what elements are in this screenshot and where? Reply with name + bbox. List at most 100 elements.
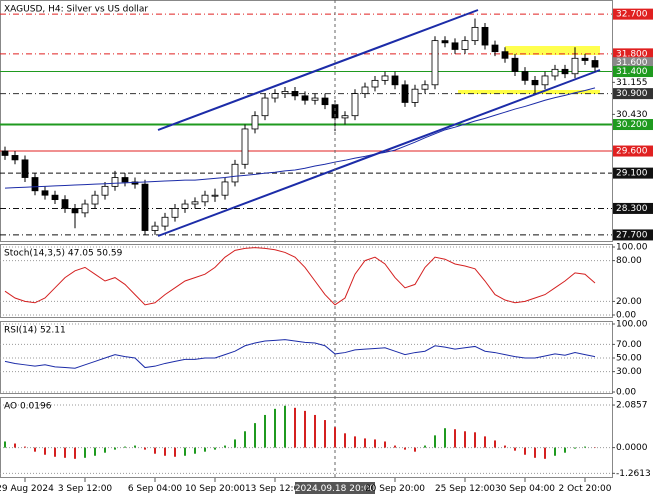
rsi-frame [0, 321, 613, 394]
candle-body [121, 177, 129, 183]
candle-body [181, 203, 189, 209]
level-label: 30.200 [616, 120, 648, 130]
candle-body [101, 185, 109, 196]
x-tick-label: 30 Sep 04:00 [495, 484, 555, 494]
y-tick-label: 31.155 [616, 78, 648, 88]
candle-body [151, 225, 159, 231]
candle-body [481, 26, 489, 46]
candle-body [421, 84, 429, 90]
x-tick-label: 20 Sep 20:00 [365, 484, 425, 494]
candle-body [321, 97, 329, 106]
level-label-box [613, 88, 653, 100]
level-label: 29.100 [616, 169, 648, 179]
x-tick-label: 3 Sep 12:00 [58, 484, 113, 494]
y-tick-label: 30.00 [616, 367, 642, 377]
level-label-box [613, 167, 653, 179]
candle-body [241, 128, 249, 165]
candle-body [91, 194, 99, 205]
candle-body [391, 75, 399, 86]
candle-body [301, 95, 309, 101]
level-label-box [613, 202, 653, 214]
candle-body [41, 190, 49, 196]
candle-body [431, 40, 439, 86]
x-tick-label: 13 Sep 12:00 [245, 484, 305, 494]
candle-body [471, 26, 479, 42]
ao-frame [0, 397, 613, 478]
candle-body [291, 91, 299, 97]
y-tick-label: 100.00 [616, 242, 648, 252]
y-tick-label: 20.00 [616, 297, 642, 307]
candle-body [401, 84, 409, 103]
level-label-box [613, 66, 653, 78]
x-tick-label: 10 Sep 20:00 [185, 484, 245, 494]
level-label-box [613, 119, 653, 131]
candle-body [571, 57, 579, 75]
candle-body [61, 199, 69, 209]
candle-body [231, 163, 239, 183]
candle-body [541, 75, 549, 86]
y-tick-label: 80.00 [616, 256, 642, 266]
candle-body [141, 183, 149, 231]
candle-body [221, 181, 229, 196]
y-tick-label: 0.00 [616, 388, 636, 398]
x-tick-label: 2024.09.18 20:00 [295, 484, 376, 494]
candle-body [511, 57, 519, 72]
x-tick-label: 29 Aug 2024 [0, 484, 54, 494]
panel-title: Stoch(14,3,5) 47.05 50.59 [4, 249, 123, 259]
candle-body [281, 91, 289, 95]
candle-body [251, 115, 259, 130]
candle-body [171, 208, 179, 218]
candle-body [591, 60, 599, 68]
candle-body [441, 40, 449, 44]
candle-body [491, 44, 499, 53]
candle-body [201, 194, 209, 203]
candle-body [271, 93, 279, 99]
x-tick-label: 6 Sep 04:00 [128, 484, 183, 494]
candle-body [31, 177, 39, 192]
candle-body [21, 159, 29, 178]
candle-body [561, 68, 569, 75]
x-tick-label: 25 Sep 12:00 [435, 484, 495, 494]
candle-body [111, 177, 119, 187]
series-line [4, 339, 596, 369]
level-label: 31.800 [616, 49, 648, 59]
level-label-box [613, 145, 653, 157]
candle-body [411, 88, 419, 103]
candle-body [261, 97, 269, 117]
y-tick-label: 0.00 [616, 311, 636, 321]
level-label-box [613, 229, 653, 241]
candle-body [521, 71, 529, 81]
highlight-band [458, 90, 600, 94]
level-label: 32.700 [616, 10, 648, 20]
candle-body [361, 86, 369, 95]
y-tick-label: 30.430 [616, 110, 648, 120]
crosshair-label-box [295, 482, 375, 494]
main-frame [0, 0, 613, 242]
series-line [4, 247, 596, 306]
level-label-box [613, 48, 653, 60]
candle-body [371, 79, 379, 88]
panel-frames [0, 0, 613, 478]
series-line [4, 87, 596, 189]
channel-upper [157, 9, 479, 131]
level-label-box [613, 8, 653, 20]
y-tick-label: 2.0857 [616, 401, 648, 411]
level-label: 31.600 [616, 58, 648, 68]
stoch-frame [0, 244, 613, 318]
level-label-box [613, 57, 653, 69]
level-label: 27.700 [616, 230, 648, 240]
candle-body [311, 97, 319, 101]
candle-body [81, 203, 89, 214]
y-tick-label: -1.2613 [616, 469, 651, 479]
candle-body [211, 194, 219, 197]
candle-body [581, 57, 589, 61]
candle-body [351, 93, 359, 117]
candle-body [191, 201, 199, 205]
candle-body [161, 216, 169, 227]
candle-body [551, 68, 559, 77]
x-tick-label: 2 Oct 20:00 [559, 484, 612, 494]
candle-body [451, 42, 459, 50]
candle-body [501, 51, 509, 59]
